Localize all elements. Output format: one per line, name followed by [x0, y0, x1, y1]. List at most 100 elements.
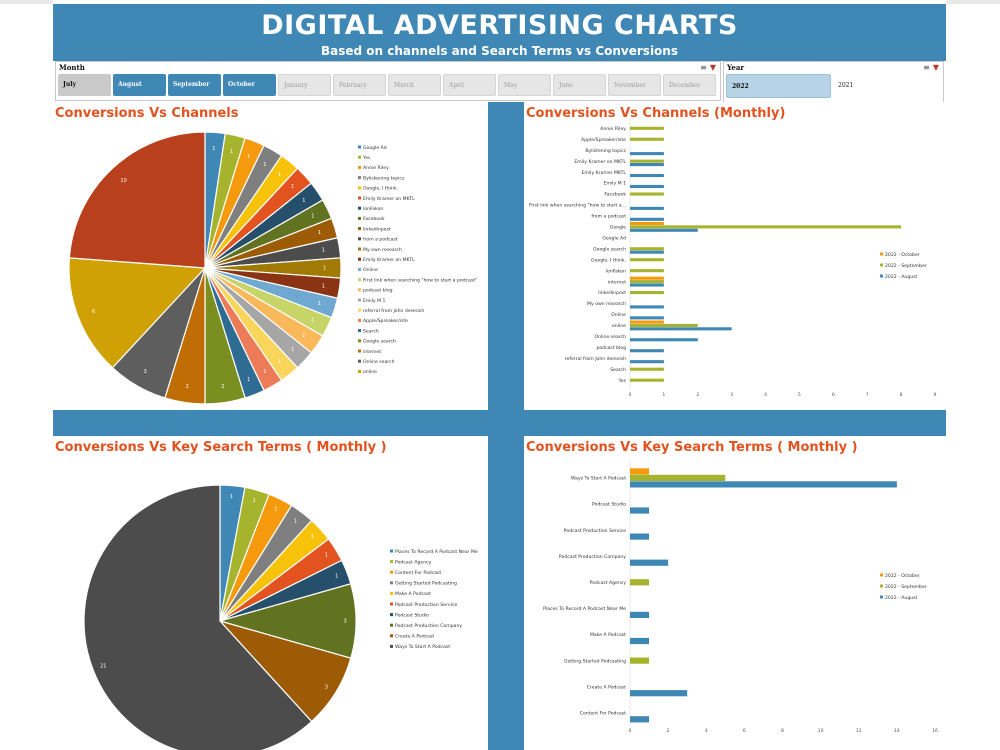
- bar-2022-september[interactable]: [630, 579, 650, 586]
- bar-2022-august[interactable]: [630, 690, 688, 697]
- bar-2022-september[interactable]: [630, 323, 698, 327]
- bar-2022-september[interactable]: [630, 137, 664, 141]
- bar-2022-august[interactable]: [630, 316, 664, 320]
- x-tick-label: 7: [866, 392, 869, 398]
- multi-select-icon[interactable]: ≡: [923, 63, 930, 72]
- bar-2022-september[interactable]: [630, 378, 664, 382]
- pie-slice-unlabeled[interactable]: [68, 131, 206, 269]
- bar-2022-september[interactable]: [630, 269, 664, 273]
- month-button-february[interactable]: February: [333, 74, 386, 96]
- pie-slice-ways-to-start-a-podcast[interactable]: [83, 484, 313, 750]
- slice-data-label: 3: [325, 684, 328, 690]
- month-button-may[interactable]: May: [498, 74, 551, 96]
- clear-filter-icon[interactable]: ▼: [709, 63, 716, 72]
- bar-2022-september[interactable]: [630, 126, 664, 130]
- slice-data-label: 21: [100, 664, 106, 670]
- channels-bar-panel: Conversions Vs Channels (Monthly) Annie …: [524, 102, 946, 408]
- month-button-september[interactable]: September: [168, 74, 221, 96]
- category-label: Podcast Production Company: [559, 554, 626, 560]
- bar-2022-september[interactable]: [630, 192, 664, 196]
- slice-data-label: 1: [325, 553, 328, 559]
- bar-2022-september[interactable]: [630, 159, 664, 163]
- bar-2022-september[interactable]: [630, 367, 664, 371]
- bar-2022-august[interactable]: [630, 305, 664, 309]
- legend-swatch: [880, 274, 883, 278]
- legend-swatch: [358, 267, 361, 271]
- slice-data-label: 2: [221, 384, 224, 390]
- multi-select-icon[interactable]: ≡: [700, 63, 707, 72]
- month-button-april[interactable]: April: [443, 74, 496, 96]
- category-label: Online search: [594, 334, 626, 340]
- bar-2022-september[interactable]: [630, 225, 902, 229]
- bar-2022-october[interactable]: [630, 221, 664, 226]
- bar-2022-august[interactable]: [630, 206, 664, 210]
- bar-2022-august[interactable]: [630, 559, 669, 566]
- bar-2022-august[interactable]: [630, 283, 664, 287]
- legend-swatch: [358, 206, 361, 210]
- bar-2022-september[interactable]: [630, 291, 664, 295]
- bar-2022-september[interactable]: [630, 280, 664, 284]
- bar-2022-august[interactable]: [630, 637, 650, 645]
- bar-2022-august[interactable]: [630, 338, 698, 342]
- bar-2022-august[interactable]: [630, 173, 664, 178]
- bar-2022-august[interactable]: [630, 327, 732, 331]
- category-label: Bylistening topics: [585, 148, 626, 154]
- month-slicer-label: Month: [59, 63, 85, 72]
- month-button-march[interactable]: March: [388, 74, 441, 96]
- bar-2022-august[interactable]: [630, 228, 698, 232]
- slice-data-label: 1: [278, 172, 281, 178]
- bar-2022-august[interactable]: [630, 152, 664, 156]
- bar-2022-october[interactable]: [630, 276, 664, 280]
- month-button-june[interactable]: June: [553, 74, 606, 96]
- month-button-january[interactable]: January: [278, 74, 331, 96]
- month-button-november[interactable]: November: [608, 74, 661, 96]
- legend-label: Places To Record A Podcast Near Me: [395, 549, 478, 555]
- bar-2022-august[interactable]: [630, 217, 664, 221]
- category-label: Places To Record A Podcast Near Me: [543, 606, 626, 612]
- category-label: My own research: [587, 301, 626, 307]
- bar-2022-september[interactable]: [630, 258, 664, 262]
- bar-2022-august[interactable]: [630, 250, 664, 254]
- bar-2022-august[interactable]: [630, 163, 664, 167]
- legend-label: Yes: [362, 155, 371, 161]
- category-label: Google, I think.: [591, 257, 626, 263]
- bar-2022-august[interactable]: [630, 184, 664, 189]
- legend-swatch: [358, 257, 361, 261]
- year-button-2022[interactable]: 2022: [726, 74, 831, 98]
- chart-title: Conversions Vs Key Search Terms ( Monthl…: [526, 440, 858, 455]
- legend-swatch: [390, 549, 393, 553]
- legend-swatch: [880, 263, 883, 267]
- year-button-2021[interactable]: 2021: [833, 74, 938, 98]
- bar-2022-september[interactable]: [630, 657, 650, 664]
- bar-2022-august[interactable]: [630, 533, 650, 540]
- clear-filter-icon[interactable]: ▼: [932, 63, 939, 72]
- legend-swatch: [390, 581, 393, 585]
- year-slicer-controls: ≡ ▼: [920, 63, 939, 72]
- bar-2022-august[interactable]: [630, 611, 650, 618]
- month-button-august[interactable]: August: [113, 74, 166, 96]
- year-slicer: Year ≡ ▼ 2022 2021: [723, 61, 944, 104]
- month-button-december[interactable]: December: [663, 74, 716, 96]
- category-label: Online: [611, 312, 626, 318]
- bar-2022-august[interactable]: [630, 507, 650, 514]
- bar-2022-september[interactable]: [630, 247, 664, 251]
- month-button-july[interactable]: July: [58, 74, 111, 96]
- bar-2022-october[interactable]: [630, 468, 650, 475]
- bar-2022-august[interactable]: [630, 716, 650, 723]
- legend-swatch: [358, 369, 361, 373]
- x-tick-label: 0: [629, 392, 632, 398]
- pie-slice-online[interactable]: [68, 257, 207, 369]
- legend-label: Google search: [363, 339, 396, 345]
- bar-2022-august[interactable]: [630, 360, 664, 364]
- bar-2022-september[interactable]: [630, 474, 726, 481]
- bar-2022-october[interactable]: [630, 320, 664, 324]
- category-label: podcast blog: [596, 345, 626, 351]
- category-label: Podcast Agency: [590, 580, 627, 586]
- bar-2022-august[interactable]: [630, 349, 664, 353]
- category-label: from a podcast: [591, 214, 626, 220]
- legend-label: My own research: [363, 247, 402, 253]
- month-button-october[interactable]: October: [223, 74, 276, 96]
- legend-swatch: [358, 278, 361, 282]
- legend-label: Emily M 1: [363, 298, 386, 304]
- bar-2022-august[interactable]: [630, 481, 897, 488]
